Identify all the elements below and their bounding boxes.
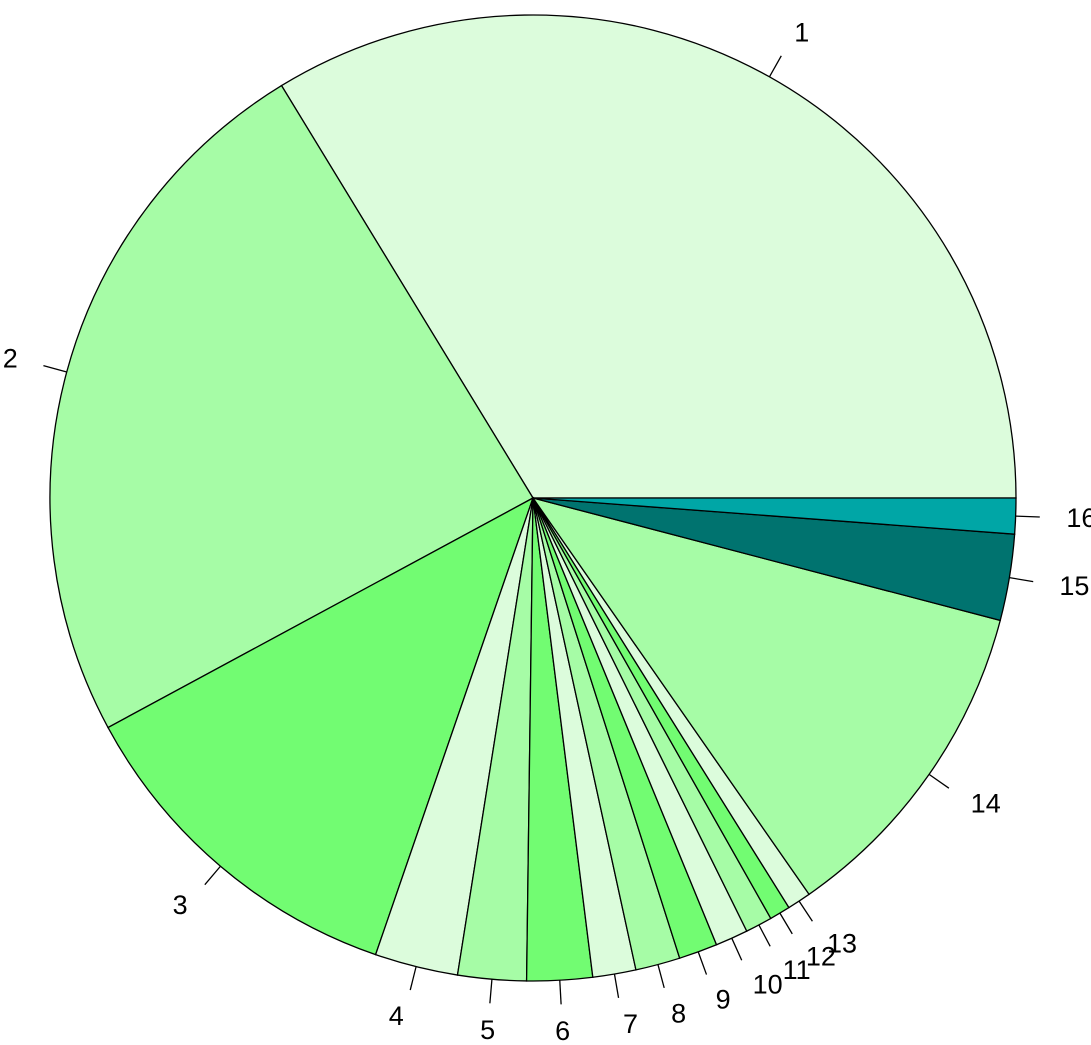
leader-line-12	[779, 912, 793, 935]
slice-label-11: 11	[783, 955, 811, 985]
leader-line-5	[489, 979, 493, 1004]
pie-slice-3	[107, 496, 535, 956]
leader-line-13	[798, 900, 813, 922]
leader-line-8	[657, 964, 665, 989]
slice-label-2: 2	[3, 344, 18, 374]
slice-label-6: 6	[555, 1016, 570, 1045]
leader-line-16	[1015, 515, 1040, 518]
leader-line-9	[697, 951, 708, 975]
slice-label-8: 8	[671, 999, 686, 1029]
leader-line-7	[613, 973, 620, 998]
leader-line-3	[204, 865, 221, 886]
slice-label-15: 15	[1059, 571, 1089, 601]
leader-line-15	[1009, 576, 1034, 583]
slice-label-14: 14	[971, 788, 1001, 818]
leader-line-6	[559, 980, 562, 1005]
pie-slice-2	[49, 84, 534, 729]
leader-line-10	[731, 937, 743, 961]
slice-label-7: 7	[623, 1009, 638, 1039]
leader-line-14	[928, 773, 950, 789]
slice-label-10: 10	[753, 969, 783, 999]
slice-label-9: 9	[716, 985, 731, 1015]
leader-line-2	[43, 365, 67, 373]
pie-slice-16	[532, 497, 1017, 535]
slice-label-16: 16	[1066, 503, 1091, 533]
leader-line-4	[409, 966, 417, 991]
label-leader-lines	[43, 55, 1040, 1005]
slice-label-12: 12	[806, 942, 836, 972]
slice-label-4: 4	[389, 1001, 404, 1031]
pie-slices	[49, 14, 1017, 982]
leader-line-1	[768, 55, 782, 78]
slice-label-5: 5	[480, 1015, 495, 1045]
slice-label-13: 13	[827, 928, 857, 958]
leader-line-11	[758, 924, 771, 947]
slice-label-1: 1	[794, 18, 809, 48]
slice-label-3: 3	[173, 890, 188, 920]
pie-slice-14	[531, 496, 1002, 896]
